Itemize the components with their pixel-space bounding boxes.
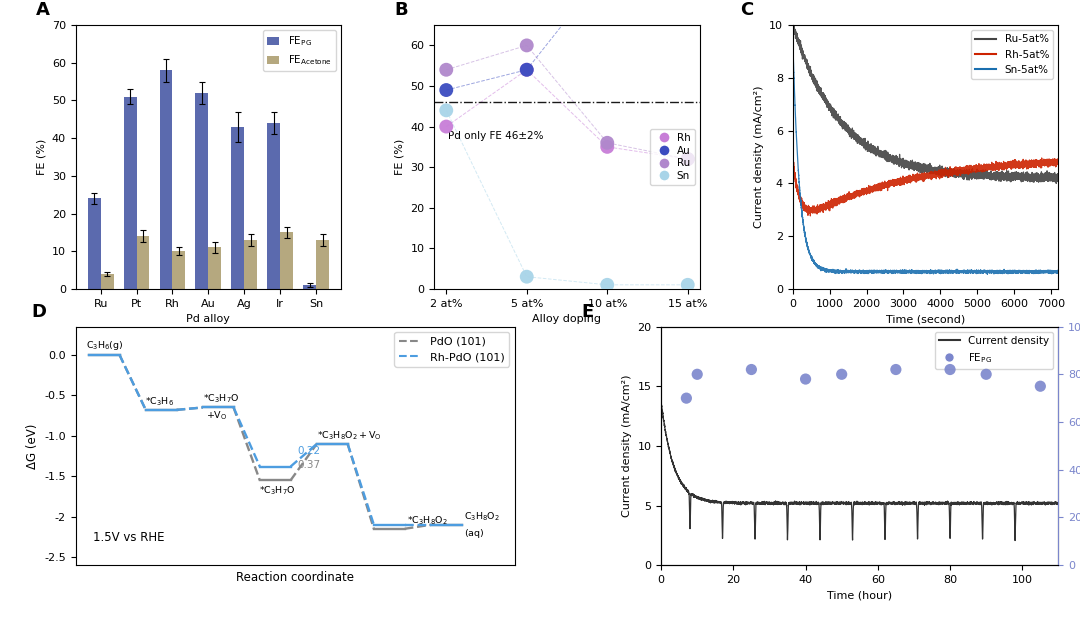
Point — [437, 106, 455, 116]
Point — [518, 65, 536, 75]
Point — [598, 280, 616, 290]
Text: C: C — [740, 1, 753, 19]
X-axis label: Alloy doping: Alloy doping — [532, 314, 602, 324]
Bar — [100, 274, 113, 289]
Text: $\mathregular{*C_3H_7O}$: $\mathregular{*C_3H_7O}$ — [203, 392, 240, 405]
Text: $\mathregular{C_3H_8O_2}$: $\mathregular{C_3H_8O_2}$ — [464, 510, 500, 522]
Bar — [303, 285, 316, 289]
Text: 1.5V vs RHE: 1.5V vs RHE — [93, 531, 164, 544]
X-axis label: Reaction coordinate: Reaction coordinate — [237, 571, 354, 584]
Point — [797, 374, 814, 384]
Legend: FE$_\mathregular{PG}$, FE$_\mathregular{Acetone}$: FE$_\mathregular{PG}$, FE$_\mathregular{… — [262, 30, 336, 72]
Bar — [173, 251, 186, 289]
Bar — [195, 93, 208, 289]
Legend: Current density, FE$_\mathregular{PG}$: Current density, FE$_\mathregular{PG}$ — [934, 332, 1053, 369]
Text: 0.37: 0.37 — [298, 460, 321, 470]
Y-axis label: FE (%): FE (%) — [37, 139, 46, 175]
Y-axis label: FE (%): FE (%) — [395, 139, 405, 175]
Point — [888, 364, 905, 374]
Legend: Ru-5at%, Rh-5at%, Sn-5at%: Ru-5at%, Rh-5at%, Sn-5at% — [971, 30, 1053, 79]
Bar — [87, 198, 100, 289]
Point — [518, 40, 536, 50]
Text: B: B — [394, 1, 408, 19]
Bar — [123, 97, 136, 289]
Point — [678, 393, 696, 403]
Legend: Rh, Au, Ru, Sn: Rh, Au, Ru, Sn — [649, 129, 694, 185]
Point — [743, 364, 760, 374]
Point — [437, 85, 455, 95]
Point — [679, 280, 697, 290]
Bar — [231, 127, 244, 289]
Point — [437, 122, 455, 132]
Y-axis label: ΔG (eV): ΔG (eV) — [26, 423, 39, 468]
X-axis label: Time (second): Time (second) — [886, 314, 966, 324]
Text: 0.22: 0.22 — [298, 445, 321, 455]
Text: $\mathregular{(aq)}$: $\mathregular{(aq)}$ — [464, 527, 485, 540]
Point — [518, 272, 536, 282]
Text: $\mathregular{*C_3H_6}$: $\mathregular{*C_3H_6}$ — [145, 395, 174, 408]
Text: $\mathregular{*C_3H_8O_2}$: $\mathregular{*C_3H_8O_2}$ — [407, 514, 448, 527]
Text: $\mathregular{+V_O}$: $\mathregular{+V_O}$ — [205, 410, 227, 422]
Bar — [268, 123, 281, 289]
Text: A: A — [36, 1, 50, 19]
Point — [437, 65, 455, 75]
Bar — [244, 240, 257, 289]
Point — [1031, 381, 1049, 391]
Point — [833, 369, 850, 379]
Point — [518, 65, 536, 75]
Bar — [208, 247, 221, 289]
Point — [598, 138, 616, 148]
Point — [689, 369, 706, 379]
Text: $\mathregular{*C_3H_7O}$: $\mathregular{*C_3H_7O}$ — [259, 484, 295, 497]
X-axis label: Time (hour): Time (hour) — [827, 590, 892, 600]
Bar — [281, 232, 293, 289]
Text: Pd only FE 46±2%: Pd only FE 46±2% — [448, 131, 543, 141]
Y-axis label: Current density (mA/cm²): Current density (mA/cm²) — [622, 375, 632, 517]
Text: D: D — [31, 303, 46, 321]
Point — [598, 142, 616, 152]
Text: $\mathregular{*C_3H_8O_2+V_O}$: $\mathregular{*C_3H_8O_2+V_O}$ — [316, 429, 381, 441]
Bar — [160, 70, 173, 289]
Point — [679, 154, 697, 164]
Y-axis label: Current density (mA/cm²): Current density (mA/cm²) — [754, 86, 764, 228]
Bar — [316, 240, 329, 289]
Text: $\mathregular{C_3H_6(g)}$: $\mathregular{C_3H_6(g)}$ — [86, 338, 123, 352]
Point — [942, 364, 959, 374]
Point — [679, 154, 697, 164]
Text: E: E — [582, 303, 594, 321]
X-axis label: Pd alloy: Pd alloy — [187, 314, 230, 324]
Point — [977, 369, 995, 379]
Bar — [136, 236, 149, 289]
Legend: PdO (101), Rh-PdO (101): PdO (101), Rh-PdO (101) — [394, 332, 509, 367]
